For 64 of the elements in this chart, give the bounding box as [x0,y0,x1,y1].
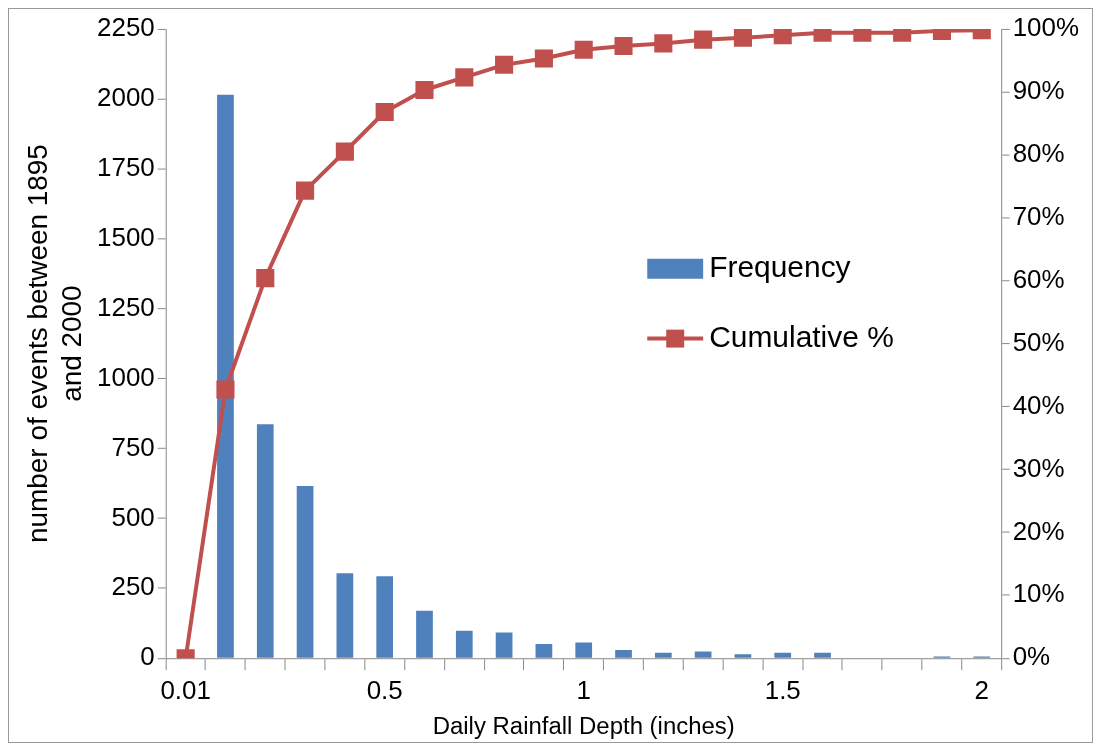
bar [336,573,354,658]
y-tick-label: 0 [140,642,155,671]
y-tick-label: 250 [111,572,155,601]
bar [615,650,632,658]
point [534,49,553,68]
y-tick-label: 1250 [97,292,155,321]
point [654,34,673,53]
y2-tick-label: 90% [1012,76,1065,105]
y2-tick-label: 100% [1012,13,1080,42]
x-tick-label: 2 [974,675,989,704]
y-axis-title: number of events between 1895 and 2000 [22,144,87,543]
y2-tick-label: 30% [1012,453,1065,482]
x-axis-title: Daily Rainfall Depth (inches) [432,712,735,740]
point [375,102,394,122]
bar [814,652,831,658]
y2-tick-label: 40% [1012,390,1065,419]
point [813,28,832,42]
bar [575,642,593,658]
legend-label: Cumulative % [709,319,894,353]
bar [535,643,553,658]
y-tick-label: 1000 [97,362,155,391]
point [773,28,792,45]
point [893,28,912,42]
y2-tick-label: 80% [1012,138,1065,167]
point [694,30,713,49]
point [415,80,434,100]
y-tick-label: 500 [111,502,155,531]
bar [455,630,473,658]
bar [296,485,314,658]
point [296,181,315,200]
y-tick-label: 2000 [97,83,155,112]
y-tick-label: 2250 [97,13,155,42]
y2-tick-label: 0% [1012,642,1051,671]
point [256,269,275,288]
bar [217,94,234,658]
y-tick-label: 1750 [97,152,155,181]
point [853,28,872,42]
bar [376,576,394,658]
x-tick-label: 0.01 [160,675,211,704]
point [614,36,633,55]
point [495,55,514,74]
bar [654,652,672,658]
bar [774,652,792,658]
y2-tick-label: 70% [1012,201,1065,230]
point [455,68,474,87]
y-tick-label: 750 [111,432,155,461]
x-tick-label: 1 [576,675,591,704]
bar [694,651,712,658]
y2-tick-label: 20% [1012,516,1065,545]
point [335,142,354,161]
y2-tick-label: 60% [1012,264,1065,293]
point [574,40,593,59]
y-tick-label: 1500 [97,222,155,251]
bar [416,610,433,658]
point [733,28,752,47]
legend-label: Frequency [709,250,851,284]
x-tick-label: 0.5 [366,675,403,704]
bar [495,632,513,658]
bar [734,654,752,658]
x-tick-label: 1.5 [764,675,801,704]
y2-tick-label: 10% [1012,579,1065,608]
bar [256,424,274,658]
point [216,380,235,399]
y2-tick-label: 50% [1012,327,1065,356]
